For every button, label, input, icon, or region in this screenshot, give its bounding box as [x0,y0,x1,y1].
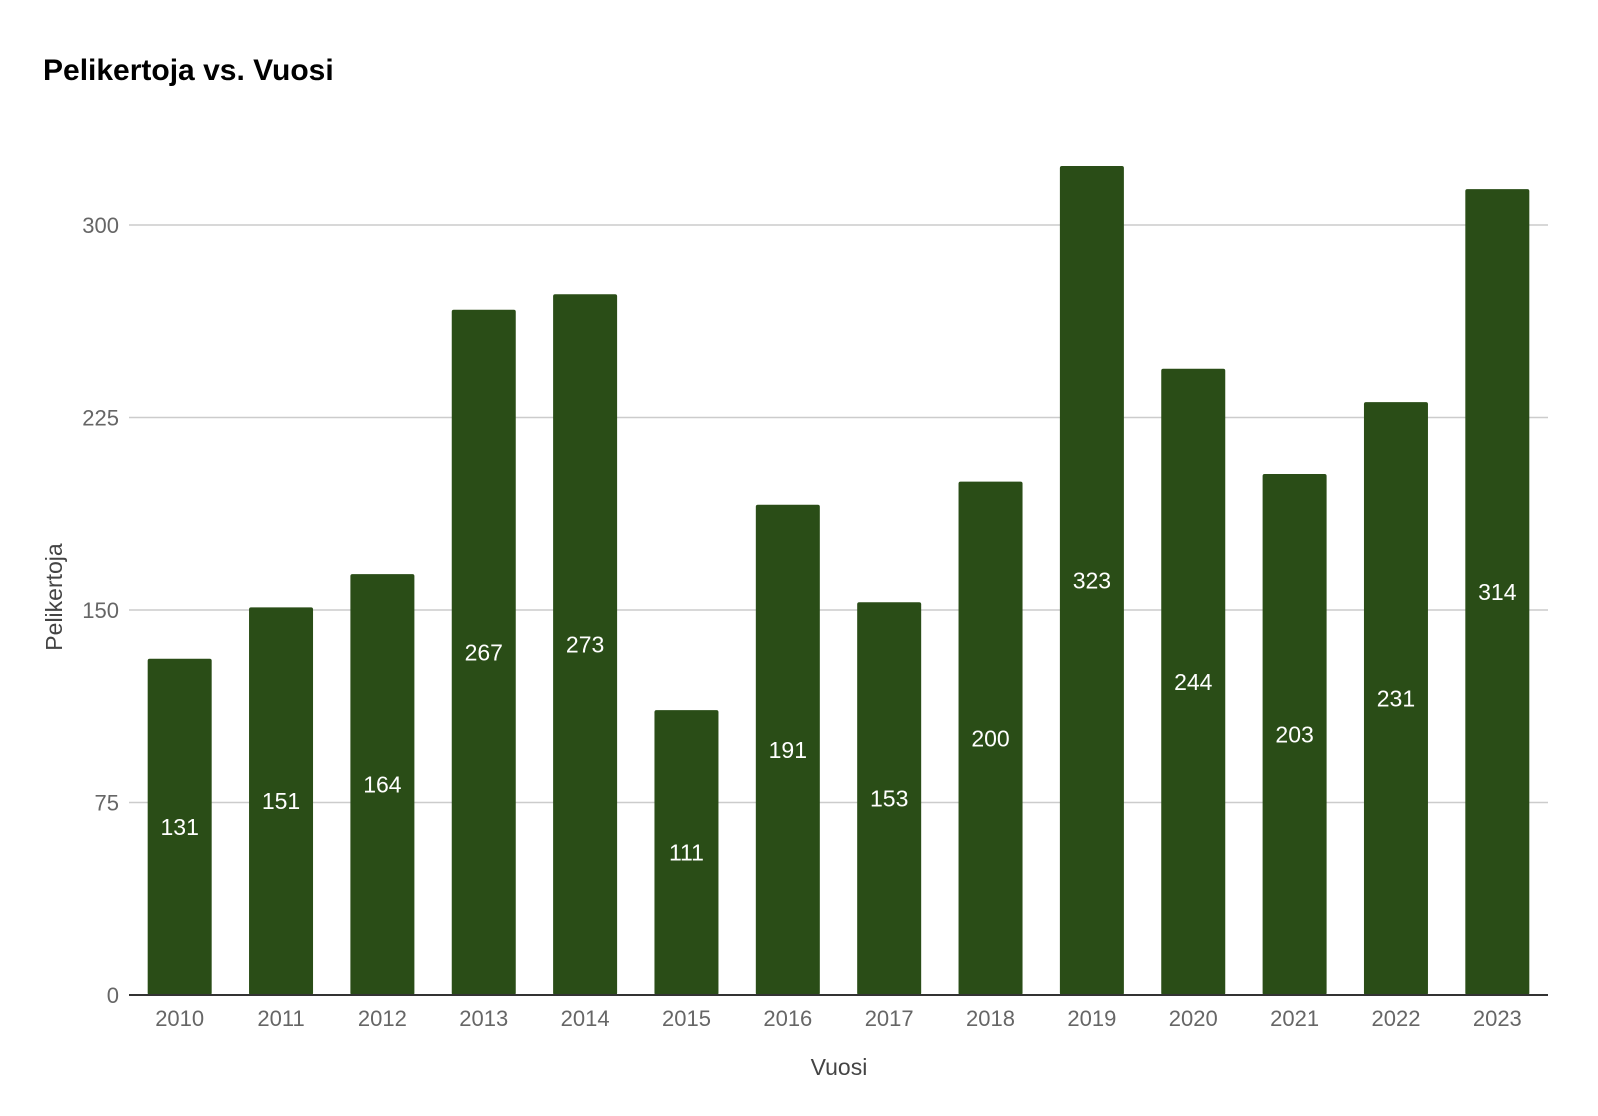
data-label-2014: 273 [566,632,604,658]
x-tick-label-2010: 2010 [155,1006,204,1031]
x-tick-label-2019: 2019 [1067,1006,1116,1031]
data-label-2018: 200 [971,725,1009,751]
x-tick-label-2022: 2022 [1371,1006,1420,1031]
x-tick-label-2016: 2016 [763,1006,812,1031]
data-label-2023: 314 [1478,579,1517,605]
data-label-2016: 191 [769,737,807,763]
x-tick-label-2023: 2023 [1473,1006,1522,1031]
bar-2022 [1363,402,1428,996]
y-axis-ticks: 0 75 150 225 300 [82,213,119,1008]
data-label-2020: 244 [1174,669,1213,695]
bar-2011 [249,607,314,995]
bar-2019 [1059,165,1124,995]
x-tick-label-2011: 2011 [257,1006,304,1031]
y-tick-label: 300 [82,213,119,238]
y-tick-label: 0 [107,983,119,1008]
y-tick-label: 150 [82,598,119,623]
bar-2020 [1161,368,1226,995]
data-label-2012: 164 [363,772,402,798]
data-label-2011: 151 [262,788,300,814]
x-tick-label-2014: 2014 [561,1006,610,1031]
bar-2015 [654,710,719,995]
bar-2018 [958,481,1023,996]
x-tick-label-2017: 2017 [865,1006,914,1031]
bar-2012 [350,574,415,995]
x-tick-label-2020: 2020 [1169,1006,1218,1031]
data-label-2013: 267 [465,639,503,665]
data-label-2017: 153 [870,786,908,812]
x-axis-title: Vuosi [811,1054,868,1080]
data-label-2015: 111 [669,840,704,866]
bar-2016 [755,504,820,995]
x-tick-label-2021: 2021 [1270,1006,1319,1031]
bar-2014 [553,294,618,995]
data-label-2022: 231 [1377,686,1415,712]
bar-2021 [1262,473,1327,995]
y-axis-title: Pelikertoja [41,543,67,651]
x-axis-ticks: 2010 2011 2012 2013 2014 2015 2016 2017 2018 2019… [155,1006,1522,1031]
x-tick-label-2018: 2018 [966,1006,1015,1031]
data-label-2010: 131 [160,814,198,840]
bar-2017 [857,602,922,995]
bars [147,165,1530,996]
x-tick-label-2013: 2013 [459,1006,508,1031]
y-tick-label: 75 [95,791,119,816]
bar-2023 [1465,189,1530,996]
x-tick-label-2012: 2012 [358,1006,407,1031]
grid-lines [129,224,1548,804]
bar-2010 [147,658,212,995]
x-tick-label-2015: 2015 [662,1006,711,1031]
data-label-2021: 203 [1275,721,1313,747]
data-label-2019: 323 [1073,567,1111,593]
chart-title: Pelikertoja vs. Vuosi [43,54,334,87]
y-tick-label: 225 [82,406,119,431]
data-labels: 131 151 164 267 273 111 191 153 200 323 244 203 231 3… [160,567,1516,865]
bar-2013 [451,309,516,995]
